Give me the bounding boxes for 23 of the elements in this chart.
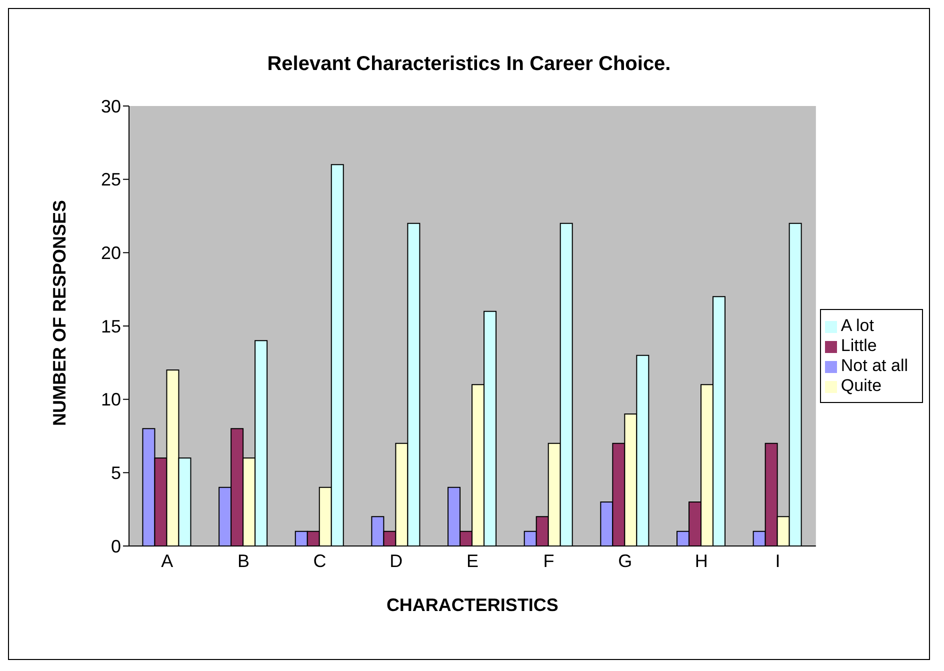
chart-title: Relevant Characteristics In Career Choice. xyxy=(266,53,672,76)
y-axis-title: NUMBER OF RESPONSES xyxy=(49,200,70,426)
y-tick-label: 15 xyxy=(100,316,121,336)
x-tick-label: H xyxy=(694,550,708,571)
legend-label: Not at all xyxy=(840,356,908,375)
x-axis-title: CHARACTERISTICS xyxy=(386,595,558,615)
y-tick-label: 20 xyxy=(100,243,121,264)
legend-label: Little xyxy=(840,336,877,355)
x-tick-label: D xyxy=(390,550,403,571)
y-tick-label: 0 xyxy=(110,536,121,556)
y-tick-label: 5 xyxy=(110,463,121,484)
x-tick-label: F xyxy=(543,550,554,571)
x-tick-label: A xyxy=(161,550,174,571)
y-tick-label: 25 xyxy=(100,170,121,190)
x-tick-label: B xyxy=(237,550,250,571)
x-tick-label: G xyxy=(618,550,632,571)
legend-label: Quite xyxy=(840,376,882,395)
legend-label: A lot xyxy=(840,316,874,335)
x-tick-label: C xyxy=(313,550,326,571)
x-tick-label: I xyxy=(775,550,780,571)
y-tick-label: 10 xyxy=(100,390,121,410)
x-tick-label: E xyxy=(466,550,478,571)
y-tick-label: 30 xyxy=(100,96,121,116)
